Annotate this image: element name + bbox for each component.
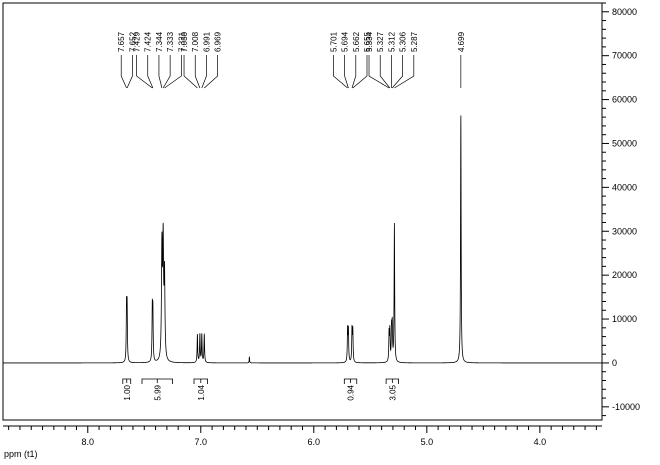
- peak-label: 7.424: [144, 31, 153, 52]
- x-tick-label: 4.0: [534, 437, 547, 447]
- peak-label: 7.321: [177, 31, 186, 52]
- peak-leader-line: [194, 55, 201, 89]
- peak-label: 7.344: [155, 31, 164, 52]
- peak-label: 6.969: [214, 31, 223, 52]
- peak-leader-line: [162, 55, 171, 89]
- peak-leader-line: [333, 55, 348, 89]
- peak-label: 7.008: [191, 31, 200, 52]
- integral-group: 1.00 5.99 1.04 0.94 3.05: [122, 378, 399, 401]
- peak-leader-line: [126, 55, 133, 89]
- integral-label: 5.99: [153, 384, 162, 400]
- y-tick-label: 50000: [612, 138, 637, 148]
- peak-label: 5.701: [329, 31, 338, 52]
- peak-leader-line: [136, 55, 153, 89]
- integral-label: 0.94: [347, 384, 356, 400]
- y-tick-label: 80000: [612, 7, 637, 17]
- x-tick-label: 5.0: [421, 437, 434, 447]
- y-tick-label: 0: [612, 358, 617, 368]
- peak-leader-line: [391, 55, 403, 89]
- integral-label: 3.05: [388, 384, 397, 400]
- x-tick-label: 6.0: [308, 437, 321, 447]
- peak-label: 4.699: [457, 31, 466, 52]
- peak-leader-line: [368, 55, 390, 89]
- spectrum-trace: [3, 115, 602, 364]
- peak-label: 7.429: [133, 31, 142, 52]
- y-tick-label: 20000: [612, 270, 637, 280]
- peak-leader-line: [352, 55, 368, 89]
- peak-leader-line: [158, 55, 163, 89]
- peak-leader-line: [344, 55, 349, 89]
- x-tick-label: 7.0: [195, 437, 208, 447]
- peak-leader-line: [120, 55, 127, 89]
- peak-label: 5.312: [387, 31, 396, 52]
- peak-label: 5.327: [376, 31, 385, 52]
- peak-leader-line: [379, 55, 391, 89]
- y-tick-label: 70000: [612, 51, 637, 61]
- y-tick-label: 40000: [612, 182, 637, 192]
- peak-leader-line: [204, 55, 218, 89]
- peak-label: 5.694: [341, 31, 350, 52]
- y-tick-label: 10000: [612, 314, 637, 324]
- integral-label: 1.00: [123, 384, 132, 400]
- peak-label: 7.333: [166, 31, 175, 52]
- y-tick-label: 30000: [612, 226, 637, 236]
- y-tick-label: 60000: [612, 95, 637, 105]
- peak-leader-line: [183, 55, 198, 89]
- plot-area-frame: [2, 2, 603, 421]
- peak-label: 7.657: [117, 31, 126, 52]
- peak-leader-line: [351, 55, 357, 89]
- peak-label: 5.306: [399, 31, 408, 52]
- y-axis-ticks: 80000 70000 60000 50000 40000 30000 20000 10000…: [602, 2, 640, 417]
- peak-leader-line: [147, 55, 154, 89]
- peak-label: 7.652: [128, 31, 137, 52]
- y-tick-label: -10000: [612, 402, 640, 412]
- peak-leader-line: [394, 55, 415, 89]
- peak-leader-line: [201, 55, 207, 89]
- peak-label: 5.287: [410, 31, 419, 52]
- peak-leader-line: [164, 55, 182, 89]
- x-axis-title: ppm (t1): [4, 449, 38, 459]
- peak-label: 5.655: [363, 31, 372, 52]
- peak-label: 7.030: [180, 31, 189, 52]
- peak-label: 5.334: [365, 31, 374, 52]
- x-tick-label: 8.0: [82, 437, 95, 447]
- x-axis-ticks: 8.0 7.0 6.0 5.0 4.0: [8, 426, 597, 447]
- peak-label: 5.662: [352, 31, 361, 52]
- integral-label: 1.04: [197, 384, 206, 400]
- peak-label: 6.991: [202, 31, 211, 52]
